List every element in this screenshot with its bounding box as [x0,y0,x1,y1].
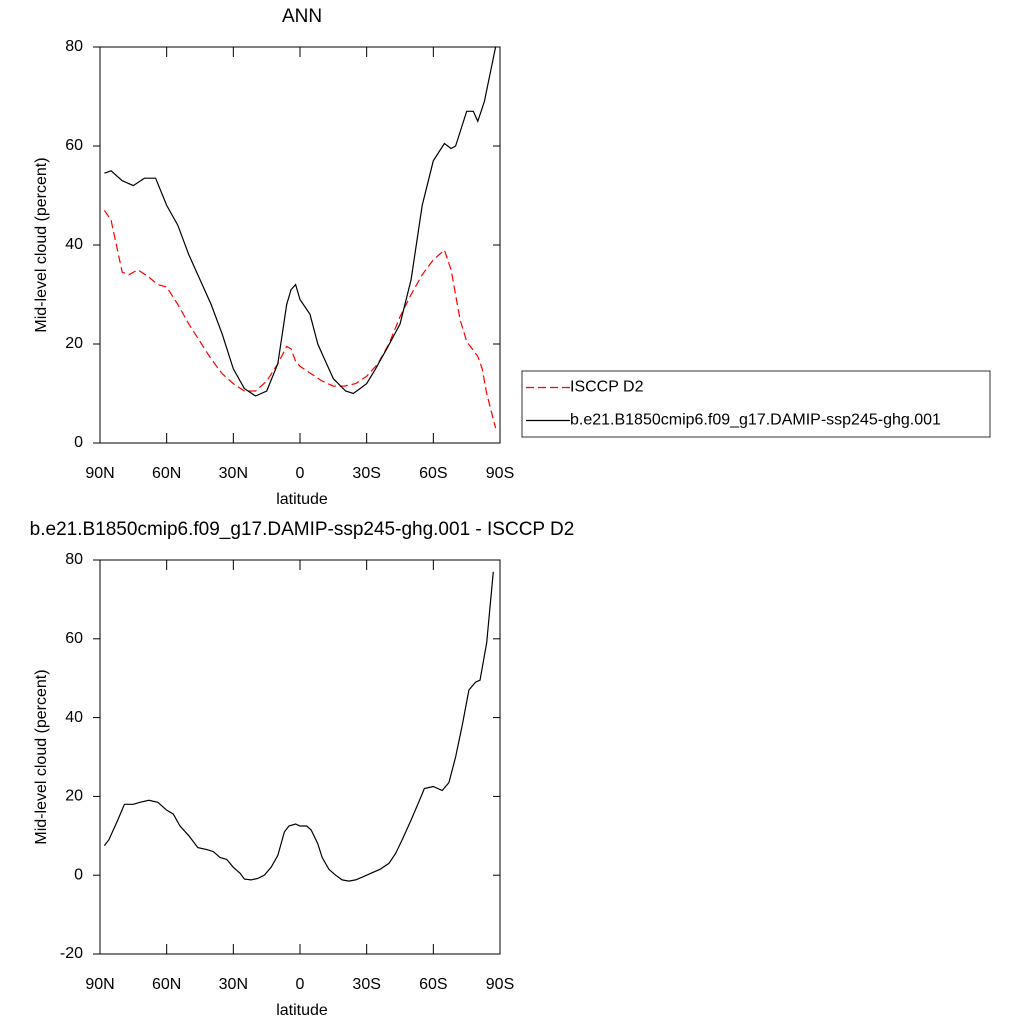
x-tick-label: 30N [219,465,248,482]
x-tick-label: 90N [85,976,114,993]
x-tick-label: 60S [419,465,447,482]
x-axis-label: latitude [276,491,328,508]
x-tick-label: 30S [352,976,380,993]
x-tick-label: 60N [152,976,181,993]
y-tick-label: -20 [60,945,83,962]
y-tick-label: 60 [65,137,83,154]
y-axis-label: Mid-level cloud (percent) [33,669,50,844]
legend-label: ISCCP D2 [570,379,644,396]
y-tick-label: 80 [65,38,83,55]
x-tick-label: 30N [219,976,248,993]
y-axis-label: Mid-level cloud (percent) [33,157,50,332]
x-tick-label: 60S [419,976,447,993]
legend-box [521,370,991,438]
y-tick-label: 80 [65,551,83,568]
x-tick-label: 90N [85,465,114,482]
x-axis-label: latitude [276,1002,328,1019]
y-tick-label: 40 [65,236,83,253]
chart-title: ANN [282,6,322,27]
plot-frame [99,559,501,955]
y-tick-label: 40 [65,709,83,726]
y-tick-label: 0 [74,866,83,883]
y-tick-label: 20 [65,335,83,352]
y-tick-label: 20 [65,788,83,805]
x-tick-label: 0 [296,465,305,482]
data-line [104,46,497,397]
data-line [103,571,494,882]
x-tick-label: 90S [486,976,514,993]
data-line [103,209,497,429]
plot-frame [99,46,501,444]
x-tick-label: 90S [486,465,514,482]
legend-label: b.e21.B1850cmip6.f09_g17.DAMIP-ssp245-gh… [570,412,941,429]
chart-title: b.e21.B1850cmip6.f09_g17.DAMIP-ssp245-gh… [30,519,575,540]
x-tick-label: 0 [296,976,305,993]
y-tick-label: 60 [65,630,83,647]
x-tick-label: 30S [352,465,380,482]
y-tick-label: 0 [74,434,83,451]
x-tick-label: 60N [152,465,181,482]
